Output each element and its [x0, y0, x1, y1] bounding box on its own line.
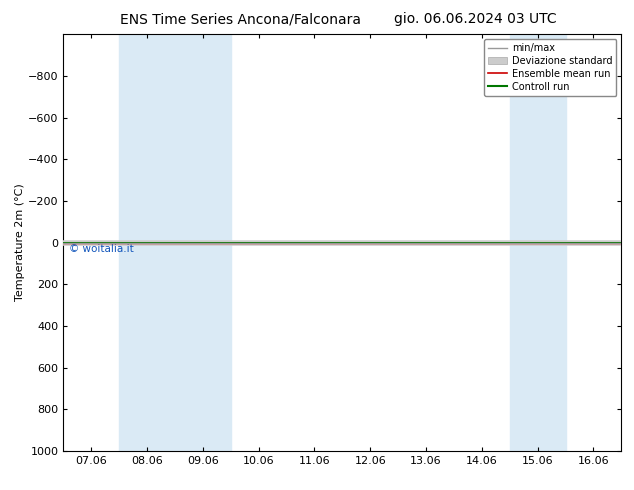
- Text: © woitalia.it: © woitalia.it: [69, 244, 134, 254]
- Bar: [510, 34, 566, 451]
- Legend: min/max, Deviazione standard, Ensemble mean run, Controll run: min/max, Deviazione standard, Ensemble m…: [484, 39, 616, 96]
- Text: ENS Time Series Ancona/Falconara: ENS Time Series Ancona/Falconara: [120, 12, 361, 26]
- Bar: [119, 34, 231, 451]
- Text: gio. 06.06.2024 03 UTC: gio. 06.06.2024 03 UTC: [394, 12, 557, 26]
- Y-axis label: Temperature 2m (°C): Temperature 2m (°C): [15, 184, 25, 301]
